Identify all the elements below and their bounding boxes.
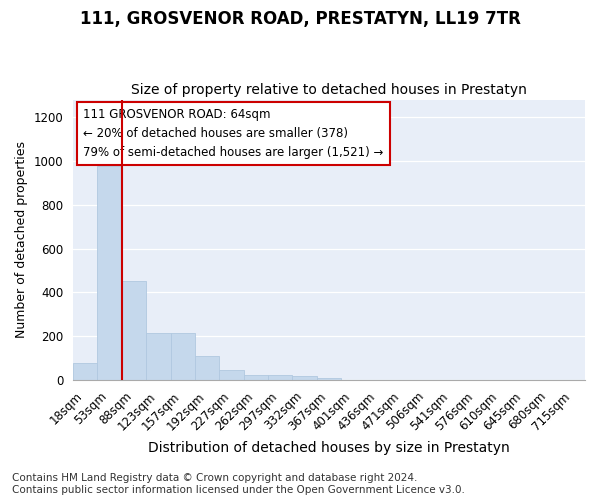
Text: 111, GROSVENOR ROAD, PRESTATYN, LL19 7TR: 111, GROSVENOR ROAD, PRESTATYN, LL19 7TR [80, 10, 520, 28]
Bar [317, 378, 341, 380]
Bar [73, 362, 97, 380]
Bar [268, 376, 292, 380]
Bar [170, 333, 195, 380]
Title: Size of property relative to detached houses in Prestatyn: Size of property relative to detached ho… [131, 83, 527, 97]
Bar [195, 356, 220, 380]
Bar [220, 370, 244, 380]
Bar [146, 333, 170, 380]
Bar [244, 374, 268, 380]
Bar [292, 376, 317, 380]
Y-axis label: Number of detached properties: Number of detached properties [15, 142, 28, 338]
Bar [97, 166, 122, 380]
X-axis label: Distribution of detached houses by size in Prestatyn: Distribution of detached houses by size … [148, 441, 510, 455]
Text: Contains HM Land Registry data © Crown copyright and database right 2024.
Contai: Contains HM Land Registry data © Crown c… [12, 474, 465, 495]
Text: 111 GROSVENOR ROAD: 64sqm
← 20% of detached houses are smaller (378)
79% of semi: 111 GROSVENOR ROAD: 64sqm ← 20% of detac… [83, 108, 383, 159]
Bar [122, 282, 146, 380]
